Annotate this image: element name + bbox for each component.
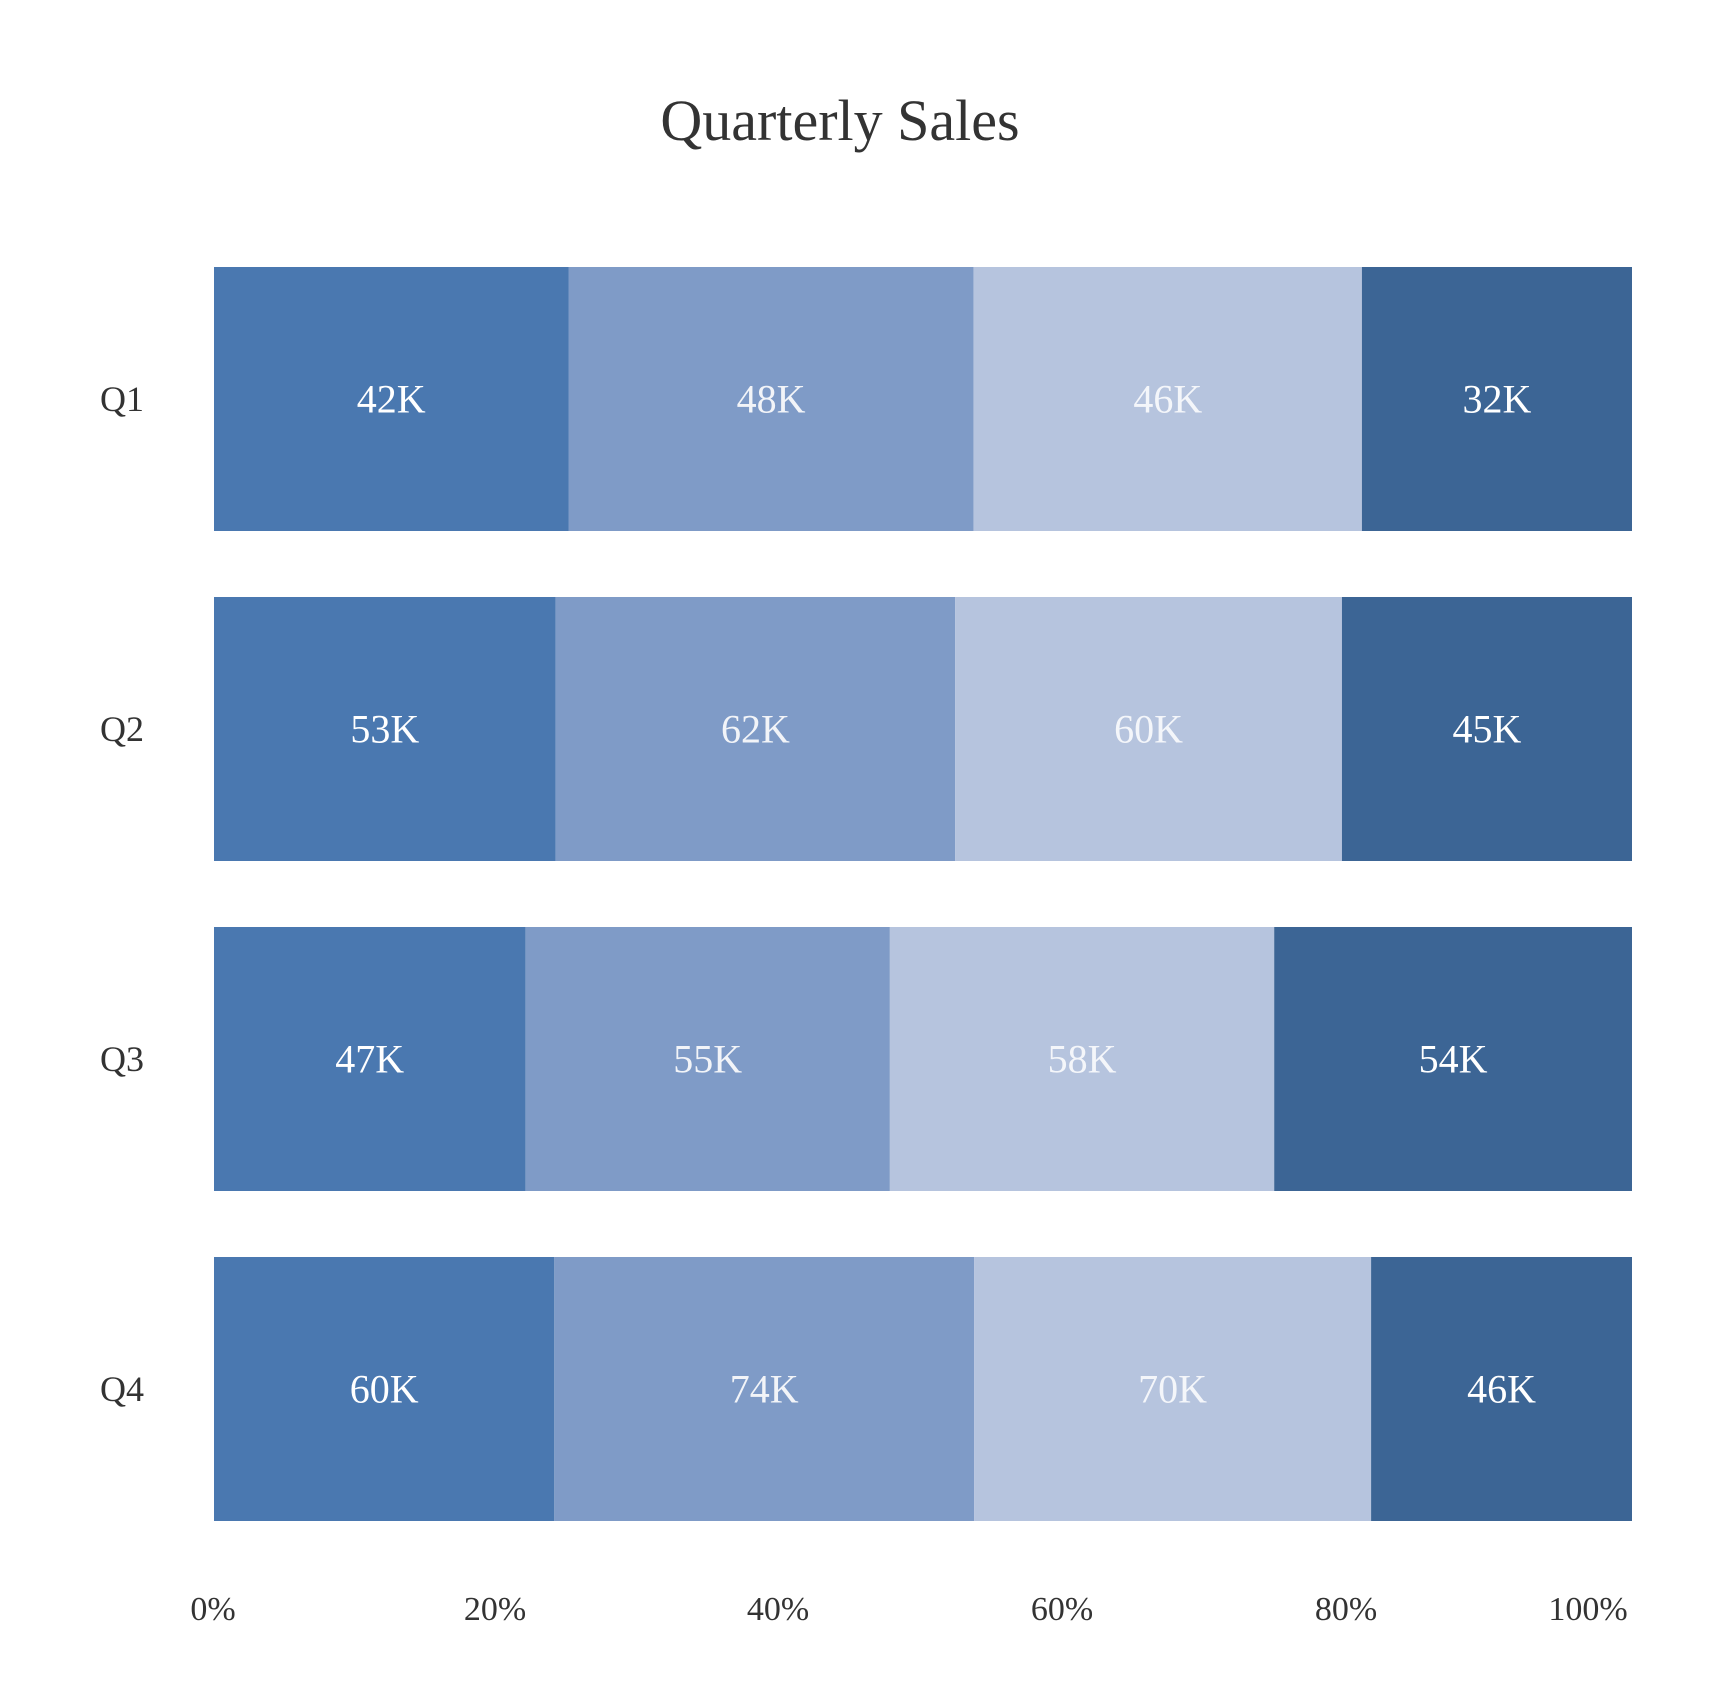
chart-title: Quarterly Sales xyxy=(660,88,1019,153)
bar-segment-q1-4 xyxy=(1361,267,1632,531)
data-label: 53K xyxy=(350,707,419,752)
bar-segment-q2-4 xyxy=(1341,597,1632,861)
bar-segment-q4-3 xyxy=(974,1257,1372,1521)
bar-segment-q3-3 xyxy=(889,927,1275,1191)
data-label: 42K xyxy=(357,377,426,422)
bar-segment-q2-3 xyxy=(955,597,1342,861)
bar-segment-q3-4 xyxy=(1274,927,1632,1191)
bar-segment-q1-1 xyxy=(214,267,569,531)
data-label: 60K xyxy=(1114,707,1183,752)
x-tick-label: 40% xyxy=(747,1591,809,1628)
bar-segment-q2-1 xyxy=(214,597,556,861)
x-tick-label: 100% xyxy=(1548,1591,1627,1628)
data-label: 62K xyxy=(721,707,790,752)
bar-segment-q1-2 xyxy=(568,267,974,531)
data-label: 74K xyxy=(730,1367,799,1412)
data-label: 54K xyxy=(1419,1037,1488,1082)
bar-segment-q3-2 xyxy=(525,927,890,1191)
y-tick-label: Q2 xyxy=(100,709,144,749)
y-axis-ticks: Q1 Q2 Q3 Q4 xyxy=(100,379,144,1409)
x-tick-label: 20% xyxy=(464,1591,526,1628)
bar-segment-q3-1 xyxy=(214,927,526,1191)
x-tick-label: 80% xyxy=(1315,1591,1377,1628)
bar-segment-q1-3 xyxy=(973,267,1362,531)
x-axis-ticks: 0% 20% 40% 60% 80% 100% xyxy=(190,1591,1627,1628)
x-tick-label: 0% xyxy=(190,1591,235,1628)
data-label: 55K xyxy=(673,1037,742,1082)
y-tick-label: Q4 xyxy=(100,1369,144,1409)
data-label: 45K xyxy=(1453,707,1522,752)
y-tick-label: Q1 xyxy=(100,379,144,419)
bar-segment-q4-2 xyxy=(554,1257,975,1521)
data-label: 60K xyxy=(350,1367,419,1412)
bar-segment-q2-2 xyxy=(555,597,956,861)
data-label: 32K xyxy=(1463,377,1532,422)
data-label: 46K xyxy=(1467,1367,1536,1412)
bar-segment-q4-1 xyxy=(214,1257,555,1521)
bars-layer: 42K 48K 46K 32K 53K 62K 60K 45K 47K 55K 58K 54K 60K 7… xyxy=(214,267,1632,1521)
bar-segment-q4-4 xyxy=(1371,1257,1632,1521)
data-label: 70K xyxy=(1138,1367,1207,1412)
data-label: 58K xyxy=(1048,1037,1117,1082)
y-tick-label: Q3 xyxy=(100,1039,144,1079)
data-label: 46K xyxy=(1133,377,1202,422)
data-label: 47K xyxy=(335,1037,404,1082)
x-tick-label: 60% xyxy=(1031,1591,1093,1628)
data-label: 48K xyxy=(737,377,806,422)
